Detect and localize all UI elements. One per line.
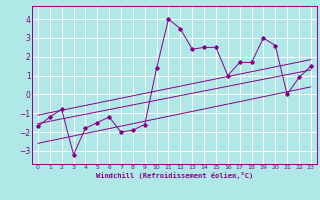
X-axis label: Windchill (Refroidissement éolien,°C): Windchill (Refroidissement éolien,°C) [96,172,253,179]
